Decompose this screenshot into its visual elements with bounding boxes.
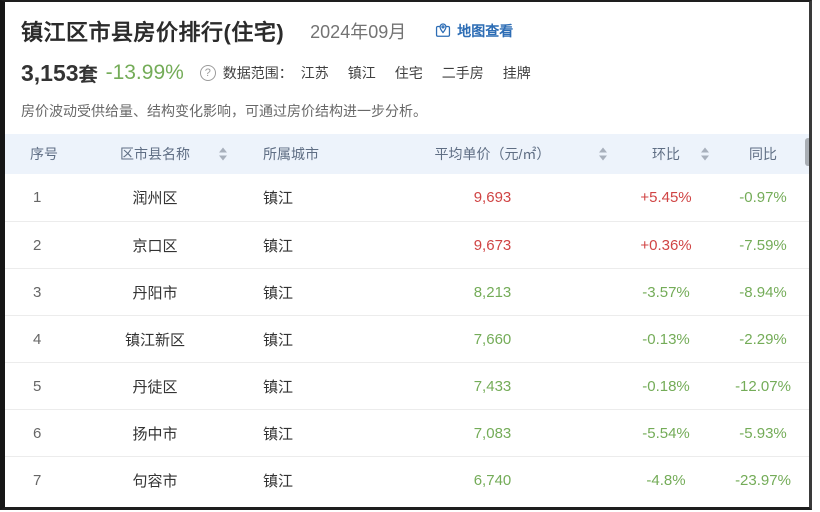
cell-city: 镇江	[263, 425, 294, 443]
table-row[interactable]: 6 扬中市 镇江 7,083 -5.54% -5.93%	[5, 409, 809, 456]
cell-district-name[interactable]: 镇江新区	[124, 331, 185, 349]
table-row[interactable]: 5 丹徒区 镇江 7,433 -0.18% -12.07%	[5, 362, 809, 409]
help-icon[interactable]: ?	[199, 65, 216, 81]
cell-rank: 1	[33, 189, 42, 206]
table-body: 1 润州区 镇江 9,693 +5.45% -0.97% 2 京口区 镇江 9,…	[5, 174, 809, 503]
column-header-rank: 序号	[30, 146, 58, 162]
price-ranking-table: 序号 区市县名称 所属城市 平均单价（元/㎡） 环比 同比	[5, 134, 809, 503]
column-header-mom[interactable]: 环比	[615, 144, 717, 164]
cell-rank: 5	[33, 377, 42, 395]
cell-city: 镇江	[263, 190, 294, 207]
cell-rank: 7	[33, 471, 42, 489]
cell-rank: 3	[33, 283, 42, 301]
cell-mom-change: +5.45%	[640, 189, 692, 206]
map-view-link[interactable]: 地图查看	[434, 21, 513, 41]
table-row[interactable]: 7 句容市 镇江 6,740 -4.8% -23.97%	[5, 456, 809, 503]
title-row: 镇江区市县房价排行(住宅) 2024年09月 地图查看	[5, 14, 809, 48]
scope-tag[interactable]: 二手房	[441, 65, 484, 81]
cell-district-name[interactable]: 丹阳市	[132, 284, 178, 302]
column-header-district-label: 区市县名称	[120, 146, 190, 162]
cell-district-name[interactable]: 扬中市	[132, 425, 178, 443]
table-row[interactable]: 3 丹阳市 镇江 8,213 -3.57% -8.94%	[5, 268, 809, 315]
scope-tag[interactable]: 挂牌	[502, 65, 531, 81]
data-scope-tags: 江苏 镇江 住宅 二手房 挂牌	[301, 63, 531, 83]
cell-city: 镇江	[263, 331, 294, 349]
table-row[interactable]: 4 镇江新区 镇江 7,660 -0.13% -2.29%	[5, 315, 809, 362]
column-header-price[interactable]: 平均单价（元/㎡）	[370, 144, 615, 164]
cell-average-price: 7,660	[473, 330, 512, 348]
cell-mom-change: -5.54%	[642, 424, 690, 442]
map-pin-icon	[434, 22, 452, 40]
page-title: 镇江区市县房价排行(住宅)	[21, 20, 285, 45]
table-header-row: 序号 区市县名称 所属城市 平均单价（元/㎡） 环比 同比	[5, 134, 809, 174]
cell-city: 镇江	[263, 472, 294, 490]
table-row[interactable]: 1 润州区 镇江 9,693 +5.45% -0.97%	[5, 174, 809, 221]
cell-rank: 6	[33, 424, 42, 442]
cell-mom-change: -4.8%	[646, 471, 686, 489]
cell-average-price: 9,693	[473, 189, 512, 206]
table-row[interactable]: 2 京口区 镇江 9,673 +0.36% -7.59%	[5, 221, 809, 268]
scrollbar-thumb[interactable]	[805, 138, 809, 166]
cell-average-price: 7,433	[473, 377, 512, 395]
cell-rank: 4	[33, 330, 42, 348]
scope-tag[interactable]: 住宅	[394, 65, 423, 81]
cell-district-name[interactable]: 丹徒区	[132, 378, 178, 396]
column-header-mom-label: 环比	[652, 146, 680, 162]
cell-city: 镇江	[263, 378, 294, 396]
page-content: 镇江区市县房价排行(住宅) 2024年09月 地图查看 3,153 套 -13.…	[5, 2, 809, 503]
listing-count-unit: 套	[78, 64, 98, 86]
cell-mom-change: +0.36%	[640, 236, 692, 254]
sort-icon[interactable]	[219, 147, 227, 161]
cell-mom-change: -0.13%	[642, 330, 690, 348]
cell-yoy-change: -2.29%	[739, 330, 787, 348]
cell-average-price: 7,083	[473, 424, 512, 442]
sort-icon[interactable]	[701, 147, 709, 161]
cell-yoy-change: -0.97%	[739, 189, 787, 206]
column-header-price-label: 平均单价（元/㎡）	[434, 146, 551, 162]
stats-row: 3,153 套 -13.99% ? 数据范围： 江苏 镇江 住宅 二手房 挂牌	[5, 58, 809, 88]
scope-tag[interactable]: 江苏	[300, 65, 329, 81]
cell-city: 镇江	[263, 284, 294, 302]
cell-average-price: 9,673	[473, 236, 512, 254]
listing-change-percent: -13.99%	[105, 61, 184, 84]
column-header-city: 所属城市	[263, 146, 319, 162]
cell-district-name[interactable]: 句容市	[132, 472, 178, 490]
cell-rank: 2	[33, 236, 42, 254]
scope-tag[interactable]: 镇江	[347, 65, 376, 81]
date-label: 2024年09月	[310, 22, 407, 42]
cell-yoy-change: -12.07%	[735, 377, 791, 395]
cell-average-price: 6,740	[473, 471, 512, 489]
analysis-note: 房价波动受供给量、结构变化影响，可通过房价结构进一步分析。	[21, 103, 427, 119]
cell-average-price: 8,213	[473, 283, 512, 301]
cell-yoy-change: -8.94%	[739, 283, 787, 301]
map-view-label: 地图查看	[457, 23, 514, 39]
cell-city: 镇江	[263, 237, 294, 255]
cell-district-name[interactable]: 京口区	[132, 237, 178, 255]
column-header-district[interactable]: 区市县名称	[75, 144, 235, 164]
data-scope-label: 数据范围：	[222, 65, 293, 81]
column-header-yoy: 同比	[749, 146, 777, 162]
sort-icon[interactable]	[599, 147, 607, 161]
cell-mom-change: -3.57%	[642, 283, 690, 301]
cell-yoy-change: -7.59%	[739, 236, 787, 254]
listing-count: 3,153	[21, 59, 79, 86]
cell-district-name[interactable]: 润州区	[132, 190, 178, 207]
cell-yoy-change: -23.97%	[735, 471, 791, 489]
cell-yoy-change: -5.93%	[739, 424, 787, 442]
cell-mom-change: -0.18%	[642, 377, 690, 395]
